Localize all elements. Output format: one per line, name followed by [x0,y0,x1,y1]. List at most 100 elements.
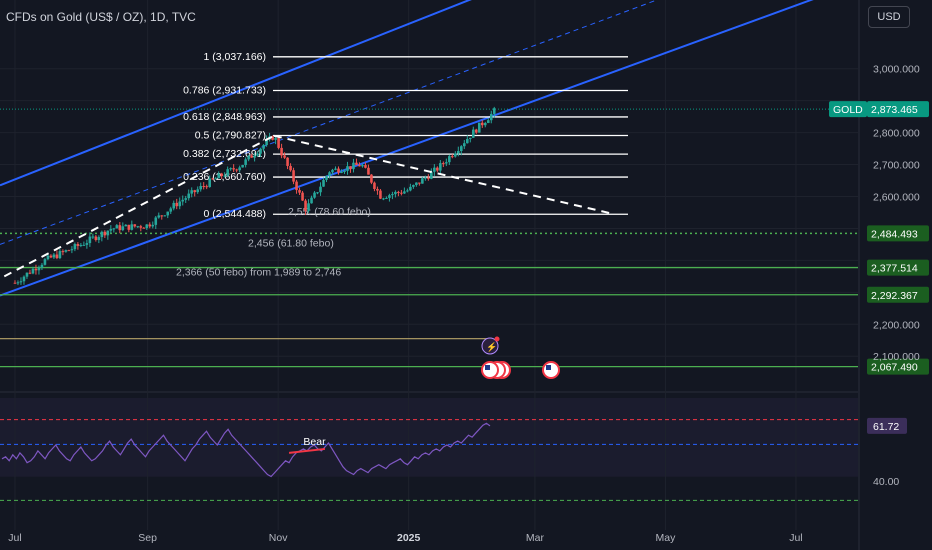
time-tick-label: Jul [8,532,21,544]
price-axis[interactable]: 2,484.493 2,377.514 2,292.367 2,067.490 GOLD… [829,64,929,375]
candle-body [58,251,62,259]
bear-divergence-line [288,447,326,454]
grid [0,0,858,530]
regression-channel[interactable] [0,0,815,297]
level-tag-0 [867,225,929,242]
fib-level-label-6: 0 (2,544.488) [204,208,266,220]
event-markers[interactable]: ⚡ [481,336,560,379]
rsi-pane: Bear 61.72 40.00 [0,417,907,501]
time-tick-label: Jul [789,532,802,544]
rsi-band-background [0,398,858,477]
candle-body [259,148,262,154]
candle-body [97,237,101,241]
candle-body [463,143,466,147]
candle-body [325,176,328,180]
price-tick-label: 2,700.000 [873,160,920,172]
candle-body [139,226,143,228]
currency-button[interactable]: USD [868,6,910,28]
candle-body [433,167,436,172]
candle-body [364,165,367,168]
candle-body [322,179,325,187]
candle-body [486,120,490,123]
price-tick-label: 2,100.000 [873,351,920,363]
candle-body [256,153,259,156]
candle-body [166,211,170,216]
candle-body [379,190,382,199]
candle-body [34,268,38,271]
news-dot-icon [494,336,500,342]
candle-body [334,168,337,170]
fib-annotation-0: 2,55: (78.60 febo) [288,206,371,218]
candle-body [355,162,358,166]
candle-body [100,231,104,238]
candle-body [187,193,191,199]
candle-body [271,136,274,140]
candle-body [109,228,113,231]
fib-level-label-2: 0.618 (2,848.963) [183,111,266,123]
candle-body [25,272,29,277]
candle-body [439,163,442,171]
candle-body [442,163,445,165]
candle-body [250,155,253,158]
candle-body [112,228,116,230]
level-tag-label-1: 2,377.514 [871,263,918,275]
candle-body [376,188,379,191]
candle-body [40,264,44,268]
candle-body [385,197,388,199]
candle-body [349,166,352,170]
candle-body [483,122,487,126]
rsi-line [1,422,491,478]
candle-body [301,192,304,201]
candle-body [121,226,125,231]
candle-body [465,139,469,144]
channel-lower-line [0,0,814,297]
candle-body [70,249,74,251]
candle-body [202,186,205,188]
candle-body [214,178,217,180]
candle-body [304,200,307,211]
candle-body [172,202,176,209]
news-event-icon [481,337,499,355]
candle-body [415,182,418,185]
candle-body [397,191,400,193]
candle-body [388,195,391,198]
candle-body [436,167,439,171]
candle-body [130,224,134,230]
horizontal-levels[interactable] [0,108,858,368]
candle-body [19,281,23,283]
price-tick-label: 2,800.000 [873,128,920,140]
candle-body [406,190,409,192]
candle-body [184,198,188,200]
candle-body [52,254,56,258]
candle-body [400,192,403,194]
time-axis[interactable]: Jul Sep Nov 2025 Mar May Jul [8,532,802,544]
candle-body [427,177,430,179]
candle-body [280,147,283,156]
level-tag-label-2: 2,292.367 [871,290,918,302]
candle-body [211,178,214,180]
channel-upper-line [0,0,472,187]
candle-body [106,230,110,236]
symbol-title: CFDs on Gold (US$ / OZ), 1D, TVC [6,10,196,24]
candle-body [310,197,313,204]
candle-body [67,250,71,252]
candle-body [367,167,370,175]
candle-body [298,190,301,193]
candle-body [193,190,197,193]
candle-body [154,217,158,225]
candle-body [343,170,346,173]
candle-body [85,243,89,245]
fib-level-label-3: 0.5 (2,790.827) [195,130,266,142]
candle-body [169,208,173,212]
candle-body [319,186,322,193]
candle-body [241,164,244,168]
time-tick-label: May [656,532,677,544]
trendlines[interactable] [3,134,615,278]
candle-body [199,186,202,190]
candle-body [115,225,119,229]
candle-body [148,224,152,227]
candle-body [424,177,427,179]
candle-body [247,155,250,160]
candle-body [316,192,319,194]
